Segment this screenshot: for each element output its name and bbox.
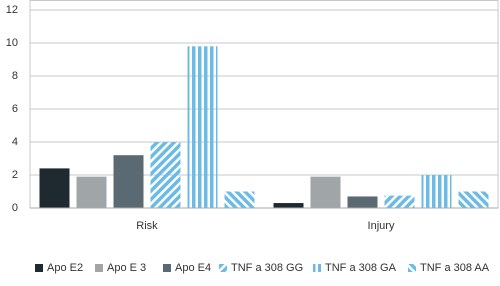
y-tick-label: 2 bbox=[12, 169, 18, 181]
bar bbox=[458, 191, 489, 208]
y-tick-label: 4 bbox=[12, 136, 18, 148]
y-tick-label: 6 bbox=[12, 103, 18, 115]
legend-label: TNF a 308 GG bbox=[231, 262, 303, 274]
bar bbox=[273, 203, 304, 208]
legend-label: Apo E2 bbox=[47, 262, 83, 274]
y-tick-label: 0 bbox=[12, 202, 18, 214]
bar bbox=[347, 196, 378, 208]
y-tick-label: 10 bbox=[6, 37, 18, 49]
legend-swatch bbox=[219, 264, 227, 272]
legend-swatch bbox=[35, 264, 43, 272]
y-tick-label: 8 bbox=[12, 70, 18, 82]
legend-label: TNF a 308 GA bbox=[325, 262, 397, 274]
bar bbox=[113, 155, 144, 208]
x-tick-label: Injury bbox=[368, 220, 395, 232]
bar bbox=[421, 175, 452, 208]
x-tick-label: Risk bbox=[136, 220, 158, 232]
legend-swatch bbox=[313, 264, 321, 272]
bar bbox=[39, 168, 70, 208]
legend-label: Apo E 3 bbox=[107, 262, 146, 274]
bar bbox=[310, 176, 341, 208]
y-tick-label: 12 bbox=[6, 4, 18, 16]
legend-swatch bbox=[408, 264, 416, 272]
bar bbox=[187, 46, 218, 208]
legend-label: TNF a 308 AA bbox=[420, 262, 490, 274]
bar bbox=[224, 191, 255, 208]
bar bbox=[150, 142, 181, 208]
legend-swatch bbox=[95, 264, 103, 272]
legend-swatch bbox=[163, 264, 171, 272]
bar bbox=[384, 195, 415, 208]
legend-label: Apo E4 bbox=[175, 262, 211, 274]
bar bbox=[76, 176, 107, 208]
